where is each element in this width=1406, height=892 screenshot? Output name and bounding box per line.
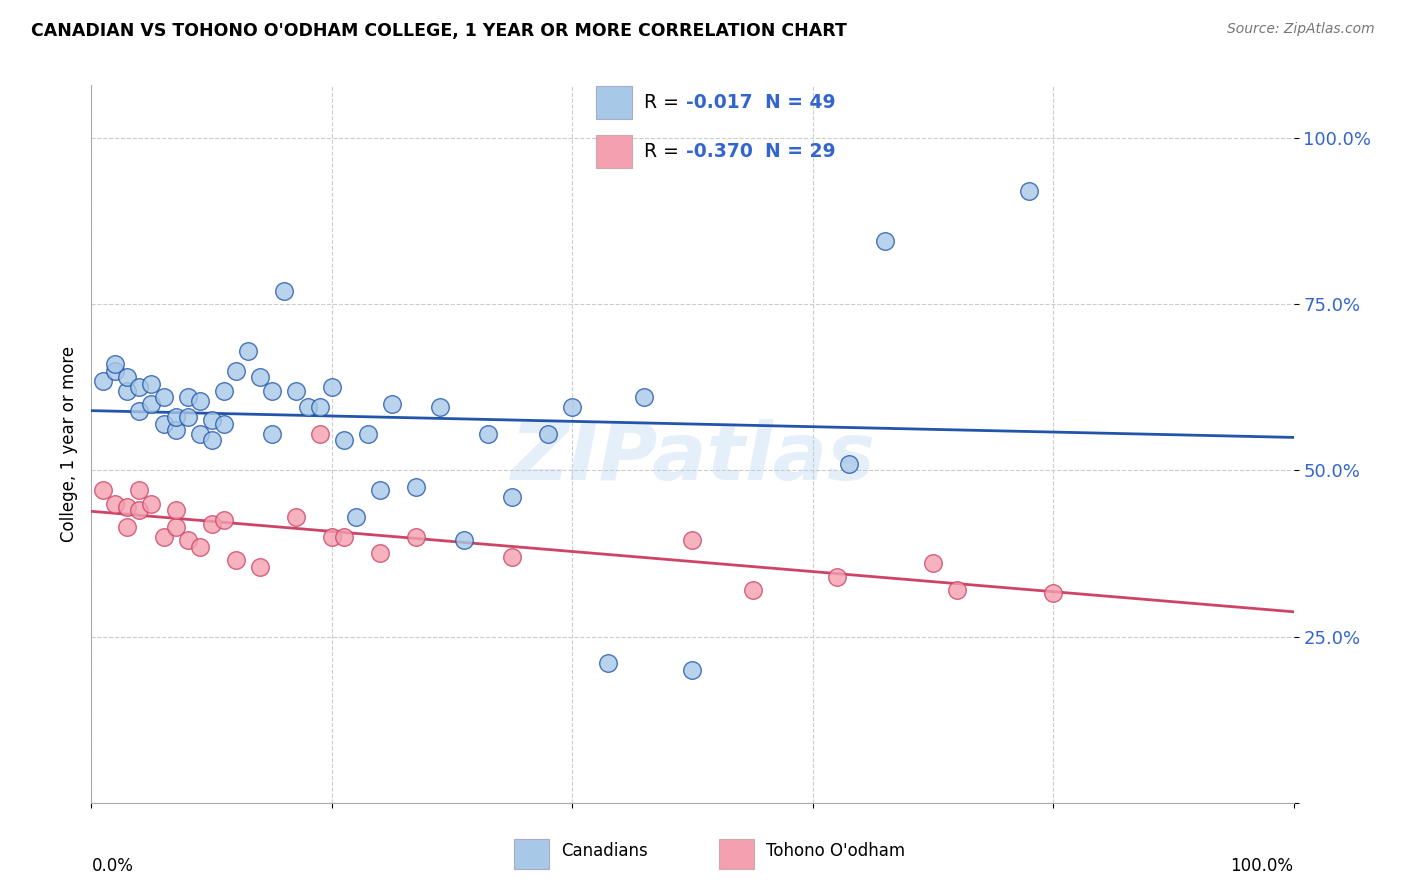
Point bbox=[308, 401, 330, 415]
Text: Canadians: Canadians bbox=[561, 842, 648, 861]
FancyBboxPatch shape bbox=[596, 87, 631, 119]
Point bbox=[152, 390, 174, 404]
Point bbox=[297, 401, 319, 415]
Point bbox=[141, 397, 163, 411]
Text: ZIPatlas: ZIPatlas bbox=[510, 419, 875, 497]
Point bbox=[165, 424, 187, 438]
Y-axis label: College, 1 year or more: College, 1 year or more bbox=[59, 346, 77, 541]
Point bbox=[165, 520, 187, 534]
Point bbox=[176, 533, 198, 548]
Point bbox=[561, 401, 583, 415]
Point bbox=[249, 370, 271, 384]
Point bbox=[321, 530, 343, 544]
Point bbox=[176, 410, 198, 425]
Text: -0.017: -0.017 bbox=[686, 93, 752, 112]
Point bbox=[333, 530, 356, 544]
Point bbox=[117, 500, 139, 514]
Point bbox=[152, 417, 174, 431]
Point bbox=[176, 390, 198, 404]
Point bbox=[201, 516, 224, 531]
Point bbox=[93, 374, 115, 388]
Point bbox=[128, 403, 150, 417]
Point bbox=[429, 401, 451, 415]
Point bbox=[477, 426, 499, 441]
Point bbox=[501, 549, 523, 564]
Point bbox=[405, 480, 427, 494]
FancyBboxPatch shape bbox=[718, 839, 754, 869]
Point bbox=[225, 553, 247, 567]
Point bbox=[946, 582, 969, 597]
Text: N = 29: N = 29 bbox=[765, 142, 835, 161]
Point bbox=[838, 457, 860, 471]
Text: Tohono O'odham: Tohono O'odham bbox=[766, 842, 905, 861]
Point bbox=[152, 530, 174, 544]
Point bbox=[141, 497, 163, 511]
Point bbox=[249, 559, 271, 574]
Point bbox=[260, 384, 283, 398]
Point bbox=[1018, 184, 1040, 198]
Text: -0.370: -0.370 bbox=[686, 142, 754, 161]
Point bbox=[104, 497, 127, 511]
Point bbox=[273, 284, 295, 298]
Text: 100.0%: 100.0% bbox=[1230, 856, 1294, 875]
Point bbox=[201, 434, 224, 448]
Point bbox=[922, 557, 945, 571]
FancyBboxPatch shape bbox=[596, 136, 631, 168]
FancyBboxPatch shape bbox=[515, 839, 550, 869]
Point bbox=[165, 503, 187, 517]
Point bbox=[117, 384, 139, 398]
Point bbox=[165, 410, 187, 425]
Point bbox=[681, 533, 703, 548]
Point bbox=[453, 533, 475, 548]
Point bbox=[117, 520, 139, 534]
Point bbox=[128, 380, 150, 394]
Point bbox=[381, 397, 404, 411]
Point bbox=[537, 426, 560, 441]
Point bbox=[104, 364, 127, 378]
Point bbox=[128, 503, 150, 517]
Text: N = 49: N = 49 bbox=[765, 93, 835, 112]
Point bbox=[598, 656, 620, 670]
Text: Source: ZipAtlas.com: Source: ZipAtlas.com bbox=[1227, 22, 1375, 37]
Point bbox=[201, 413, 224, 427]
Point bbox=[321, 380, 343, 394]
Point bbox=[741, 582, 763, 597]
Point bbox=[368, 546, 391, 560]
Point bbox=[104, 357, 127, 371]
Point bbox=[368, 483, 391, 498]
Point bbox=[633, 390, 655, 404]
Point bbox=[873, 234, 896, 248]
Point bbox=[188, 393, 211, 408]
Point bbox=[333, 434, 356, 448]
Point bbox=[225, 364, 247, 378]
Point bbox=[284, 509, 307, 524]
Text: R =: R = bbox=[644, 93, 685, 112]
Point bbox=[405, 530, 427, 544]
Point bbox=[681, 663, 703, 677]
Point bbox=[260, 426, 283, 441]
Point bbox=[212, 384, 235, 398]
Point bbox=[188, 540, 211, 554]
Point bbox=[93, 483, 115, 498]
Point bbox=[357, 426, 380, 441]
Point bbox=[308, 426, 330, 441]
Point bbox=[141, 376, 163, 391]
Point bbox=[501, 490, 523, 504]
Text: 0.0%: 0.0% bbox=[91, 856, 134, 875]
Point bbox=[212, 417, 235, 431]
Point bbox=[825, 570, 848, 584]
Point bbox=[344, 509, 367, 524]
Point bbox=[188, 426, 211, 441]
Point bbox=[212, 513, 235, 527]
Point bbox=[117, 370, 139, 384]
Point bbox=[236, 343, 259, 358]
Point bbox=[1042, 586, 1064, 600]
Point bbox=[128, 483, 150, 498]
Point bbox=[284, 384, 307, 398]
Text: R =: R = bbox=[644, 142, 685, 161]
Text: CANADIAN VS TOHONO O'ODHAM COLLEGE, 1 YEAR OR MORE CORRELATION CHART: CANADIAN VS TOHONO O'ODHAM COLLEGE, 1 YE… bbox=[31, 22, 846, 40]
